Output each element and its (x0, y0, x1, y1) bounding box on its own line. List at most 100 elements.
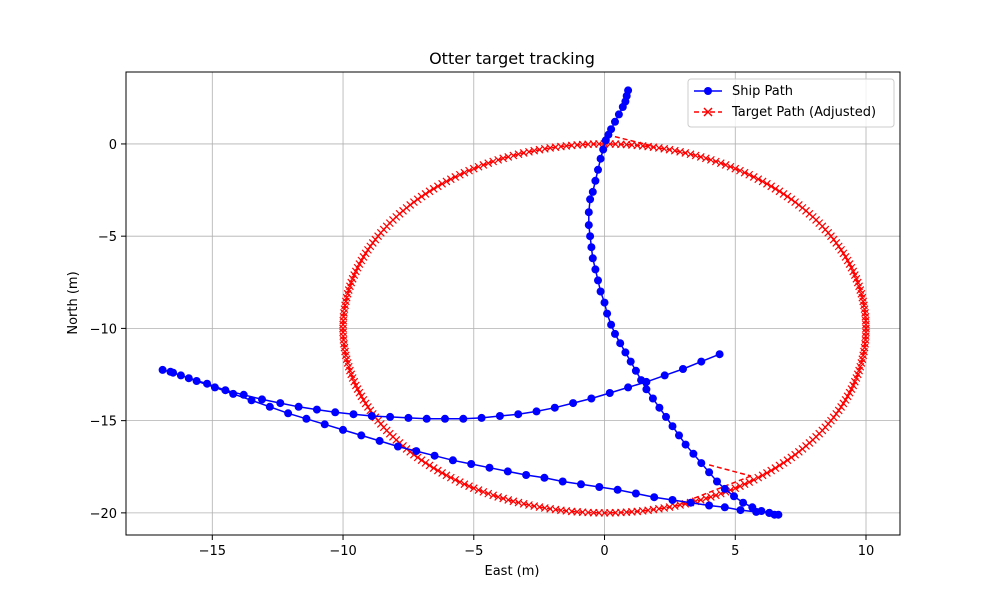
ship-path-marker (681, 440, 690, 449)
target-path-marker (771, 184, 780, 193)
target-path-marker (460, 480, 469, 489)
target-path-marker (469, 484, 478, 493)
target-path-marker (409, 198, 418, 207)
ship-path-marker (715, 350, 724, 359)
target-path-marker (363, 245, 372, 254)
target-path-marker (749, 475, 758, 484)
ship-path-marker (320, 420, 329, 429)
target-path-marker (438, 469, 447, 477)
ship-path-marker (459, 414, 468, 423)
ship-path-marker (485, 463, 494, 472)
target-path-marker (494, 492, 503, 501)
target-path-marker (413, 195, 422, 204)
ship-path-marker (765, 508, 774, 517)
ship-path-marker (422, 414, 431, 423)
y-tick-label: −20 (90, 507, 117, 522)
ship-path-marker (626, 357, 635, 366)
target-path-marker (775, 461, 784, 470)
ship-path-marker (532, 407, 541, 416)
target-path-marker (787, 453, 796, 462)
ship-path-marker (668, 496, 677, 504)
target-path-marker (839, 249, 848, 258)
ship-path-marker (631, 366, 640, 375)
ship-path-marker (393, 442, 402, 451)
target-path-marker (484, 489, 493, 498)
target-path-marker (763, 179, 771, 188)
x-tick-label: 0 (600, 544, 608, 559)
axes-frame (125, 71, 901, 536)
target-path-marker (417, 192, 426, 201)
target-path-marker (469, 164, 478, 173)
ship-path-marker (739, 498, 748, 507)
target-path-marker (438, 179, 447, 188)
y-axis-label: North (m) (66, 271, 81, 334)
ship-path-marker (631, 489, 640, 498)
target-path-marker (834, 406, 843, 415)
y-tick-label: −15 (90, 415, 117, 430)
ship-path-marker (169, 368, 178, 377)
ship-path-marker (596, 287, 605, 296)
ship-path-marker (601, 136, 610, 145)
target-path-marker (731, 164, 740, 173)
target-path-marker (736, 166, 744, 175)
ship-path-marker (584, 221, 593, 230)
ship-path-marker (662, 412, 670, 421)
target-path-marker (465, 482, 473, 491)
target-path-marker (499, 494, 508, 503)
ship-path-marker (648, 394, 657, 403)
ship-path-marker (221, 386, 230, 395)
ship-path-marker (587, 243, 596, 252)
target-path-marker (791, 450, 800, 459)
ship-path-marker (569, 399, 578, 408)
ship-path-marker (713, 477, 721, 486)
ship-path-marker (412, 447, 421, 456)
ship-path-marker (614, 110, 623, 119)
ship-path-marker (605, 389, 614, 397)
target-path-marker (794, 201, 803, 209)
ship-path-marker (594, 276, 602, 285)
ship-path-line (162, 90, 779, 516)
target-path-marker (361, 399, 370, 408)
target-path-marker (451, 173, 460, 181)
y-tick-label: −10 (90, 322, 117, 337)
ship-path-marker (247, 396, 256, 405)
y-axis: 0 −5 −10 −15 −20 (90, 138, 126, 522)
ship-path-marker (705, 468, 714, 477)
ship-path-marker (588, 187, 597, 196)
target-path-marker (429, 184, 438, 193)
ship-path-marker (642, 385, 651, 394)
ship-path-marker (686, 498, 695, 507)
ship-path-marker (514, 410, 523, 419)
target-path-marker (791, 198, 800, 207)
target-path-marker (837, 403, 846, 411)
ship-path-marker (331, 408, 340, 417)
ship-path-marker (203, 379, 212, 388)
target-path-marker (775, 187, 784, 196)
legend-ship-marker (704, 87, 712, 95)
x-tick-label: 10 (858, 544, 875, 559)
ship-path-marker (587, 394, 596, 403)
ship-path-marker (618, 103, 627, 111)
target-path-marker (783, 192, 792, 201)
target-path-marker (731, 484, 740, 493)
target-path-marker (701, 494, 710, 503)
legend-target-label: Target Path (Adjusted) (731, 105, 876, 120)
target-path-marker (509, 151, 518, 160)
ship-path-marker (192, 377, 201, 385)
target-path-marker (745, 478, 754, 486)
plot-area (125, 71, 901, 536)
target-path-marker (754, 473, 763, 482)
ship-path-marker (158, 365, 167, 374)
target-path-marker (421, 458, 430, 467)
ship-path-marker (613, 485, 622, 494)
target-path-marker (758, 471, 767, 480)
ship-path-marker (176, 371, 185, 380)
legend-target-marker (703, 107, 713, 117)
ship-path-marker (736, 506, 745, 515)
ship-path-marker (642, 377, 651, 386)
target-path-marker (355, 388, 364, 397)
ship-path-marker (596, 154, 605, 163)
target-path-marker (504, 495, 513, 504)
target-path-marker (771, 464, 780, 472)
target-path-marker (442, 471, 451, 480)
